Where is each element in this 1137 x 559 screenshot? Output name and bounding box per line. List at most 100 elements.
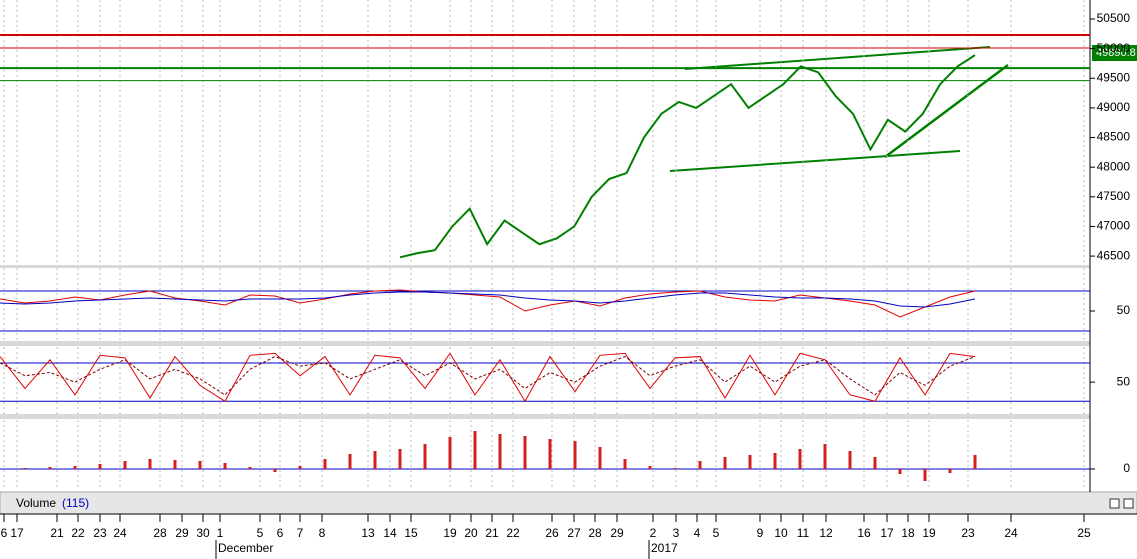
y-tick-label: 47500	[1097, 189, 1131, 203]
bar	[948, 469, 952, 473]
bar	[723, 457, 727, 469]
bar	[498, 434, 502, 469]
x-tick-label: 30	[196, 526, 210, 540]
bar	[223, 463, 227, 469]
x-tick-label: 5	[713, 526, 720, 540]
bar	[73, 466, 77, 469]
x-tick-label: 16	[857, 526, 871, 540]
x-tick-label: 6	[277, 526, 284, 540]
x-tick-label: 5	[257, 526, 264, 540]
volume-title: Volume	[16, 496, 56, 510]
volume-count: (115)	[62, 496, 89, 510]
x-tick-label: 23	[93, 526, 107, 540]
x-tick-label: 22	[506, 526, 520, 540]
x-tick-label: 15	[404, 526, 418, 540]
x-tick-label: 21	[50, 526, 64, 540]
bar	[973, 455, 977, 469]
series-line	[0, 352, 976, 403]
panel-separator	[0, 341, 1090, 346]
panel-separator	[0, 265, 1090, 268]
x-tick-label: 27	[567, 526, 581, 540]
bar	[298, 466, 302, 469]
x-tick-label: 17	[880, 526, 894, 540]
y-tick-label: 50	[1117, 374, 1131, 388]
bar	[98, 464, 102, 469]
bar	[123, 461, 127, 469]
x-tick-label: 20	[464, 526, 478, 540]
bar	[898, 469, 902, 474]
x-tick-label: 9	[757, 526, 764, 540]
trend-line	[684, 46, 991, 70]
x-tick-label: 25	[1077, 526, 1091, 540]
bar	[823, 444, 827, 469]
bar	[373, 451, 377, 469]
bar	[248, 467, 252, 469]
bar	[523, 436, 527, 469]
y-tick-label: 48500	[1097, 130, 1131, 144]
bar	[398, 449, 402, 469]
x-tick-label: 22	[71, 526, 85, 540]
y-tick-label: 47000	[1097, 219, 1131, 233]
bar	[748, 455, 752, 469]
x-tick-label: 19	[443, 526, 457, 540]
bar	[48, 467, 52, 469]
month-label: December	[218, 541, 273, 555]
maximize-button[interactable]	[1109, 498, 1120, 509]
y-tick-label: 46500	[1097, 248, 1131, 262]
y-tick-label: 49500	[1097, 70, 1131, 84]
bar	[198, 461, 202, 469]
last-price-label: 49890.8	[1096, 47, 1136, 59]
bar	[548, 439, 552, 469]
bar	[348, 454, 352, 469]
x-tick-label: 13	[361, 526, 375, 540]
x-tick-label: 3	[673, 526, 680, 540]
close-button[interactable]	[1123, 498, 1134, 509]
series-line	[0, 291, 976, 308]
y-tick-label: 50500	[1097, 11, 1131, 25]
bar	[173, 460, 177, 469]
trend-line	[669, 150, 961, 172]
x-tick-label: 21	[485, 526, 499, 540]
bar	[848, 451, 852, 469]
x-tick-label: 8	[319, 526, 326, 540]
bar	[623, 459, 627, 469]
x-tick-label: 24	[1004, 526, 1018, 540]
x-tick-label: 29	[610, 526, 624, 540]
x-tick-label: 2	[650, 526, 657, 540]
x-tick-label: 18	[901, 526, 915, 540]
volume-bar	[0, 491, 1137, 515]
bar	[148, 459, 152, 469]
bar	[873, 457, 877, 469]
y-tick-label: 49000	[1097, 100, 1131, 114]
x-tick-label: 29	[175, 526, 189, 540]
bar	[423, 444, 427, 469]
x-tick-label: 14	[383, 526, 397, 540]
x-tick-label: 17	[10, 526, 24, 540]
y-tick-label: 50000	[1097, 41, 1131, 55]
bar	[448, 437, 452, 469]
x-tick-label: 7	[297, 526, 304, 540]
series-line	[399, 54, 976, 259]
bar	[323, 459, 327, 469]
x-tick-label: 11	[797, 526, 810, 540]
bar	[473, 431, 477, 469]
bar	[923, 469, 927, 481]
bar	[673, 468, 677, 469]
bar	[273, 469, 277, 472]
bar	[573, 441, 577, 469]
x-tick-label: 12	[819, 526, 833, 540]
y-tick-label: 48000	[1097, 159, 1131, 173]
bar	[773, 453, 777, 469]
series-line	[0, 356, 976, 396]
panel-separator	[0, 414, 1090, 419]
x-tick-label: 19	[922, 526, 936, 540]
bar	[798, 449, 802, 469]
bar	[648, 466, 652, 469]
x-tick-label: 4	[694, 526, 701, 540]
x-tick-label: 23	[961, 526, 975, 540]
bar	[23, 468, 27, 469]
bar	[698, 461, 702, 469]
y-tick-label: 0	[1123, 461, 1130, 475]
